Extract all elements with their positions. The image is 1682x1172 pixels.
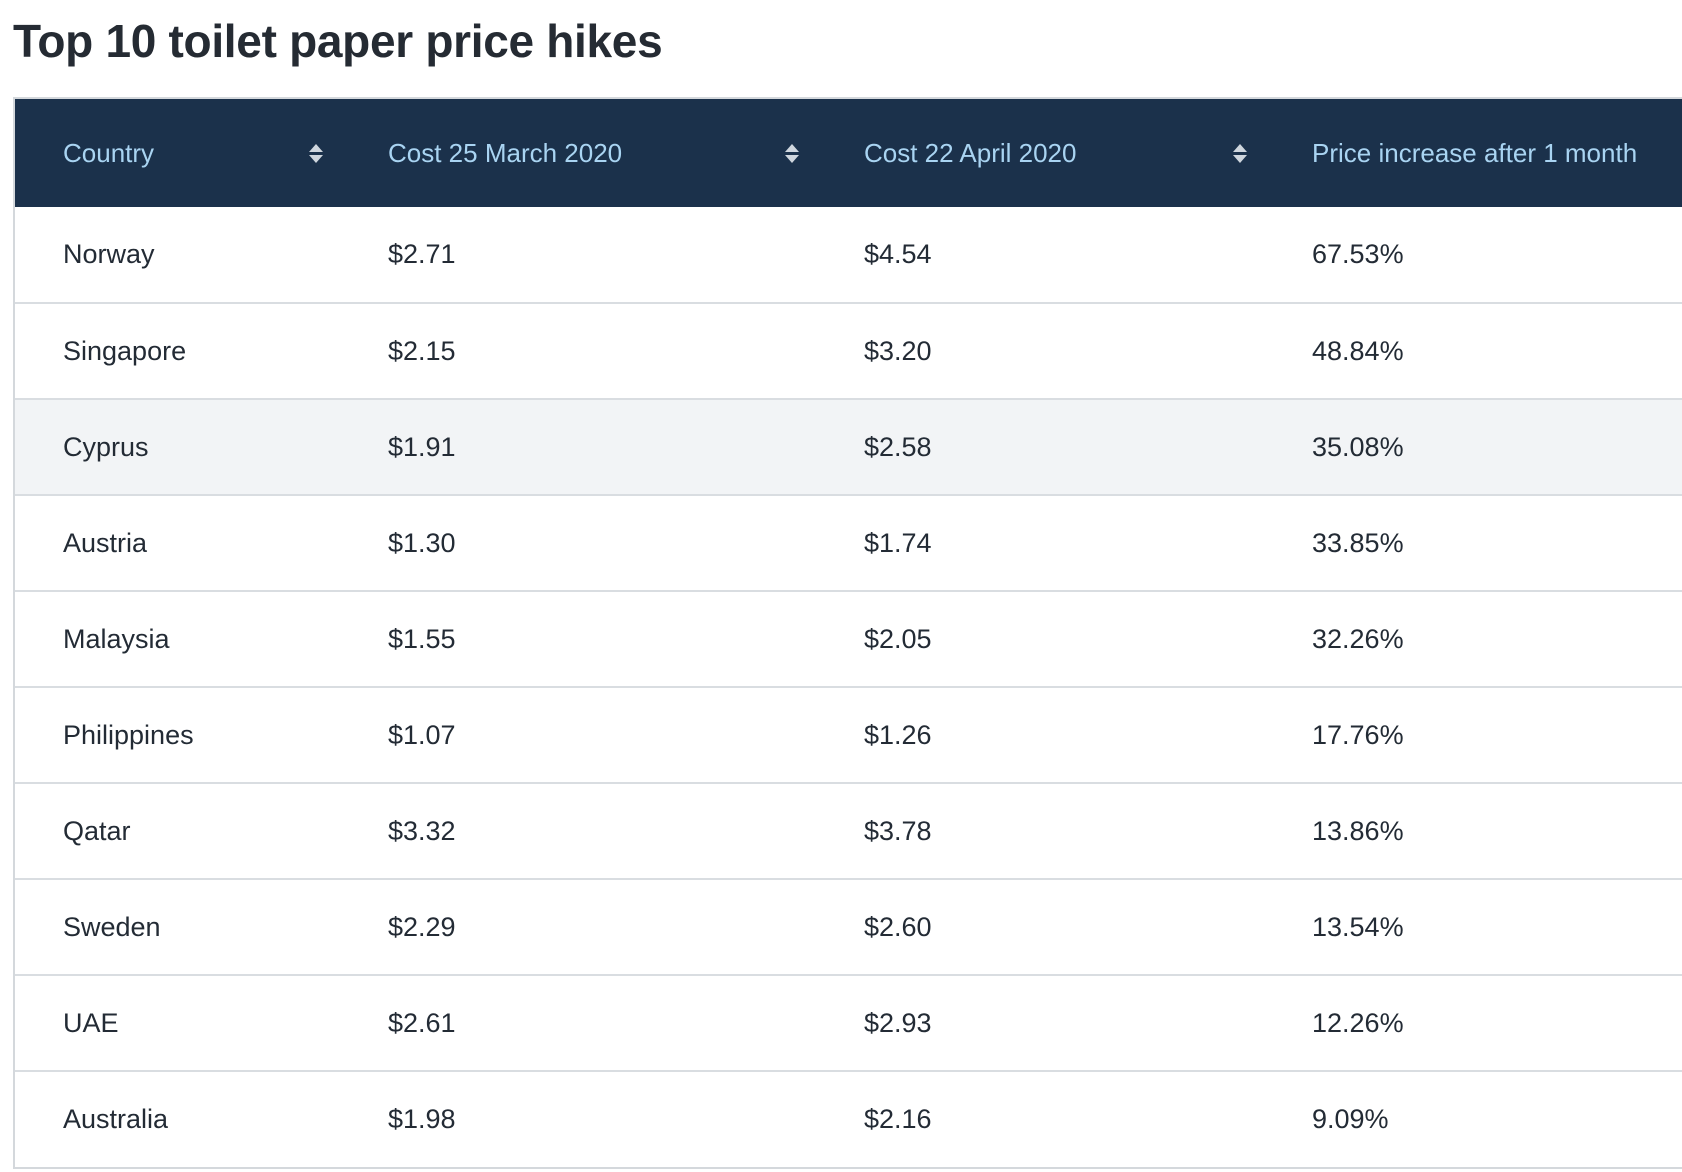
cell-country: Singapore <box>63 335 187 366</box>
cell-price-increase: 35.08% <box>1312 431 1404 462</box>
cell-cost-april: $4.54 <box>864 239 932 269</box>
column-header-cost-april[interactable]: Cost 22 April 2020 <box>816 99 1264 207</box>
cell-country: Australia <box>63 1104 169 1134</box>
table-row[interactable]: Philippines $1.07 $1.26 17.76% <box>15 687 1682 783</box>
column-header-country[interactable]: Country <box>15 99 340 207</box>
cell-cost-march: $1.55 <box>388 623 456 654</box>
header-row: Country Cost 25 March 2020 Cost 22 April… <box>15 99 1682 207</box>
cell-price-increase: 17.76% <box>1312 719 1404 750</box>
table-row[interactable]: Australia $1.98 $2.16 9.09% <box>15 1071 1682 1167</box>
cell-country: Norway <box>63 239 155 269</box>
cell-cost-march: $1.91 <box>388 431 456 462</box>
table-row[interactable]: Austria $1.30 $1.74 33.85% <box>15 495 1682 591</box>
column-header-label: Country <box>63 137 155 168</box>
sort-icon[interactable] <box>1232 143 1248 163</box>
column-header-label: Cost 25 March 2020 <box>388 137 623 168</box>
table-row[interactable]: Malaysia $1.55 $2.05 32.26% <box>15 591 1682 687</box>
cell-price-increase: 33.85% <box>1312 527 1404 558</box>
cell-country: Qatar <box>63 815 131 846</box>
cell-cost-march: $2.61 <box>388 1007 456 1038</box>
column-header-price-increase[interactable]: Price increase after 1 month <box>1264 99 1682 207</box>
column-header-cost-march[interactable]: Cost 25 March 2020 <box>340 99 816 207</box>
table-body: Norway $2.71 $4.54 67.53% Singapore $2.15 $3.2… <box>15 207 1682 1167</box>
cell-cost-april: $1.74 <box>864 527 932 558</box>
cell-cost-march: $2.15 <box>388 335 456 366</box>
cell-price-increase: 12.26% <box>1312 1007 1404 1038</box>
table-row[interactable]: Norway $2.71 $4.54 67.53% <box>15 207 1682 303</box>
cell-country: Austria <box>63 527 148 558</box>
cell-country: Sweden <box>63 911 161 942</box>
column-header-label: Cost 22 April 2020 <box>864 137 1077 168</box>
column-header-label: Price increase after 1 month <box>1312 137 1638 168</box>
cell-price-increase: 32.26% <box>1312 623 1404 654</box>
table-row[interactable]: Singapore $2.15 $3.20 48.84% <box>15 303 1682 399</box>
cell-cost-april: $2.58 <box>864 431 932 462</box>
cell-country: Cyprus <box>63 431 149 462</box>
price-table-container: Country Cost 25 March 2020 Cost 22 April… <box>13 97 1682 1169</box>
cell-cost-march: $1.98 <box>388 1104 456 1134</box>
table-row[interactable]: Qatar $3.32 $3.78 13.86% <box>15 783 1682 879</box>
cell-cost-march: $2.71 <box>388 239 456 269</box>
table-header: Country Cost 25 March 2020 Cost 22 April… <box>15 99 1682 207</box>
price-table: Country Cost 25 March 2020 Cost 22 April… <box>15 99 1682 1167</box>
table-row[interactable]: Sweden $2.29 $2.60 13.54% <box>15 879 1682 975</box>
cell-cost-april: $3.20 <box>864 335 932 366</box>
cell-cost-april: $2.60 <box>864 911 932 942</box>
cell-cost-april: $2.93 <box>864 1007 932 1038</box>
cell-price-increase: 48.84% <box>1312 335 1404 366</box>
cell-price-increase: 13.86% <box>1312 815 1404 846</box>
cell-price-increase: 13.54% <box>1312 911 1404 942</box>
table-row[interactable]: UAE $2.61 $2.93 12.26% <box>15 975 1682 1071</box>
cell-cost-april: $2.16 <box>864 1104 932 1134</box>
table-row[interactable]: Cyprus $1.91 $2.58 35.08% <box>15 399 1682 495</box>
cell-cost-april: $3.78 <box>864 815 932 846</box>
cell-cost-march: $1.07 <box>388 719 456 750</box>
cell-cost-march: $1.30 <box>388 527 456 558</box>
cell-country: UAE <box>63 1007 119 1038</box>
cell-country: Philippines <box>63 719 194 750</box>
cell-price-increase: 67.53% <box>1312 239 1404 269</box>
cell-cost-march: $3.32 <box>388 815 456 846</box>
cell-cost-april: $1.26 <box>864 719 932 750</box>
cell-country: Malaysia <box>63 623 170 654</box>
cell-price-increase: 9.09% <box>1312 1104 1389 1134</box>
page-title: Top 10 toilet paper price hikes <box>13 15 663 67</box>
cell-cost-march: $2.29 <box>388 911 456 942</box>
sort-icon[interactable] <box>784 143 800 163</box>
sort-icon[interactable] <box>308 143 324 163</box>
cell-cost-april: $2.05 <box>864 623 932 654</box>
